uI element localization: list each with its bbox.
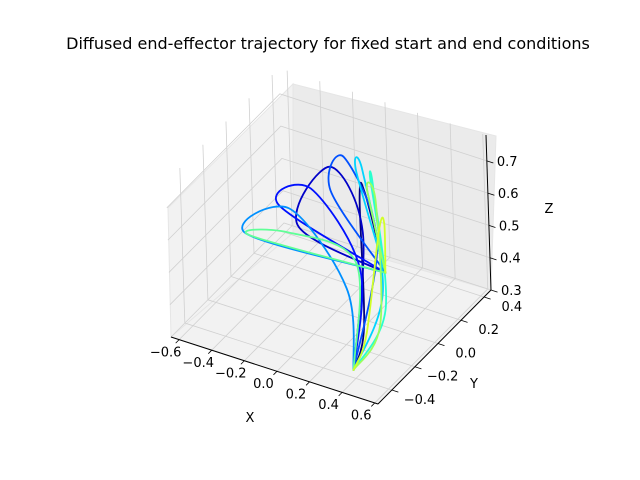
x-tick-label: −0.2 bbox=[215, 366, 247, 381]
x-tick bbox=[240, 360, 245, 365]
y-axis-label: Y bbox=[469, 377, 478, 392]
chart-title: Diffused end-effector trajectory for fix… bbox=[66, 34, 590, 53]
z-axis-label: Z bbox=[545, 202, 554, 217]
z-tick bbox=[490, 289, 498, 293]
x-tick-label: −0.4 bbox=[182, 356, 214, 371]
y-tick bbox=[391, 389, 399, 393]
y-axis-line bbox=[377, 289, 492, 405]
x-tick-label: −0.6 bbox=[150, 345, 182, 360]
trajectory-line-10 bbox=[352, 216, 387, 371]
trajectory-lines bbox=[241, 154, 387, 371]
z-grid-line bbox=[169, 190, 491, 305]
x-tick-label: 0.0 bbox=[253, 377, 274, 392]
trajectory-line-1 bbox=[352, 181, 387, 371]
x-tick-label: 0.2 bbox=[286, 387, 307, 402]
y-tick-label: −0.4 bbox=[404, 393, 436, 408]
y-tick bbox=[460, 319, 468, 323]
y-tick-label: 0.0 bbox=[455, 346, 476, 361]
y-tick bbox=[414, 366, 422, 370]
x-tick bbox=[208, 349, 213, 354]
axes-3d bbox=[166, 70, 497, 405]
x-tick bbox=[370, 402, 376, 407]
z-tick-label: 0.7 bbox=[497, 155, 518, 170]
trajectory-line-5 bbox=[241, 205, 387, 371]
z-tick-label: 0.6 bbox=[498, 187, 519, 202]
z-tick-label: 0.3 bbox=[501, 284, 522, 299]
z-tick bbox=[488, 225, 496, 228]
z-grid-line bbox=[170, 222, 492, 338]
trajectory-line-6 bbox=[352, 156, 387, 371]
x-tick-label: 0.4 bbox=[318, 398, 339, 413]
z-tick-label: 0.5 bbox=[499, 219, 520, 234]
z-grid-line bbox=[168, 157, 490, 273]
x-tick bbox=[305, 381, 310, 386]
x-tick-label: 0.6 bbox=[351, 409, 372, 424]
z-grid-line bbox=[167, 125, 488, 241]
z-grid-line bbox=[166, 93, 487, 209]
tick-marks bbox=[175, 160, 498, 407]
trajectory-line-3 bbox=[275, 183, 387, 371]
trajectory-line-8 bbox=[244, 228, 387, 371]
y-tick-label: 0.2 bbox=[478, 323, 499, 338]
x-axis-line bbox=[170, 336, 379, 405]
y-tick bbox=[483, 296, 491, 300]
x-tick bbox=[175, 339, 180, 344]
x-axis-label: X bbox=[246, 411, 255, 426]
y-tick-label: 0.4 bbox=[501, 300, 522, 315]
z-tick bbox=[489, 257, 497, 261]
tick-labels: −0.6−0.4−0.20.00.20.40.6−0.4−0.20.00.20.… bbox=[150, 155, 522, 424]
z-tick-label: 0.4 bbox=[500, 252, 521, 267]
x-tick bbox=[273, 371, 278, 376]
y-tick bbox=[437, 343, 445, 347]
x-tick bbox=[338, 392, 343, 397]
z-tick bbox=[487, 192, 495, 196]
y-tick-label: −0.2 bbox=[427, 370, 459, 385]
z-tick bbox=[486, 160, 494, 164]
trajectory-line-4 bbox=[327, 154, 387, 371]
trajectory-line-9 bbox=[352, 181, 387, 371]
